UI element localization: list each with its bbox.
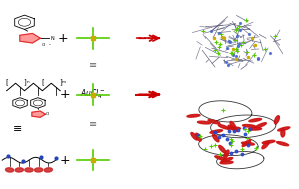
Text: +: + <box>58 32 68 45</box>
Ellipse shape <box>281 129 285 137</box>
Ellipse shape <box>5 168 14 172</box>
Ellipse shape <box>242 142 254 145</box>
Ellipse shape <box>242 125 256 127</box>
Text: ]: ] <box>23 78 26 85</box>
Ellipse shape <box>224 150 229 158</box>
Ellipse shape <box>248 128 262 130</box>
Ellipse shape <box>213 134 219 142</box>
Ellipse shape <box>228 125 238 131</box>
Ellipse shape <box>221 158 233 162</box>
Ellipse shape <box>255 123 266 128</box>
Text: ≡: ≡ <box>12 124 22 134</box>
Text: [: [ <box>41 78 44 85</box>
Text: N: N <box>51 36 54 41</box>
Ellipse shape <box>15 168 23 172</box>
Text: ]: ] <box>59 78 62 85</box>
Ellipse shape <box>278 127 290 131</box>
Text: +: + <box>60 88 70 101</box>
Ellipse shape <box>215 156 226 160</box>
Ellipse shape <box>249 119 262 122</box>
Polygon shape <box>32 111 45 117</box>
Text: ≡: ≡ <box>89 119 97 129</box>
Text: AuCl$_4^-$: AuCl$_4^-$ <box>80 88 106 101</box>
Ellipse shape <box>197 121 210 124</box>
Ellipse shape <box>44 168 52 172</box>
Ellipse shape <box>262 142 269 149</box>
Polygon shape <box>20 33 40 43</box>
Text: -: - <box>48 42 50 47</box>
Ellipse shape <box>25 168 33 172</box>
Ellipse shape <box>191 132 198 140</box>
Text: ≡: ≡ <box>89 60 97 70</box>
Text: Cl: Cl <box>42 43 45 47</box>
Ellipse shape <box>220 161 233 164</box>
Text: n: n <box>26 80 29 84</box>
Text: +: + <box>60 154 70 167</box>
Text: m: m <box>61 80 65 84</box>
Text: Cl: Cl <box>45 112 49 116</box>
Ellipse shape <box>262 140 275 144</box>
Ellipse shape <box>208 120 220 124</box>
Ellipse shape <box>218 125 230 129</box>
Ellipse shape <box>196 133 201 141</box>
Ellipse shape <box>219 145 226 153</box>
Ellipse shape <box>230 122 236 129</box>
Ellipse shape <box>277 142 289 146</box>
Text: [: [ <box>5 78 8 85</box>
Ellipse shape <box>274 116 279 124</box>
Ellipse shape <box>228 127 240 129</box>
Ellipse shape <box>187 114 200 117</box>
Ellipse shape <box>34 168 43 172</box>
Ellipse shape <box>210 130 222 133</box>
Ellipse shape <box>242 140 251 146</box>
